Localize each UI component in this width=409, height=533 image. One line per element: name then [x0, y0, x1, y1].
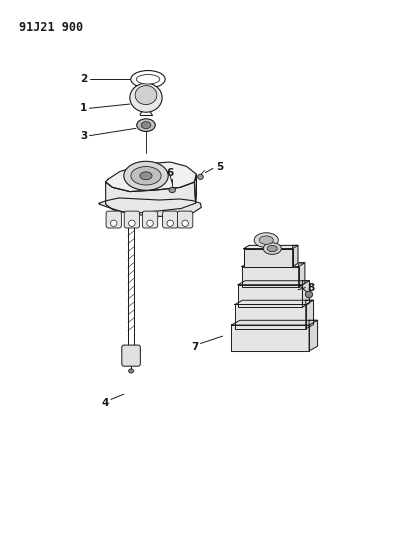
FancyBboxPatch shape [122, 345, 140, 366]
Ellipse shape [140, 172, 152, 180]
Polygon shape [244, 248, 293, 266]
Ellipse shape [263, 243, 281, 254]
Ellipse shape [267, 245, 277, 252]
Ellipse shape [147, 220, 153, 227]
Polygon shape [302, 281, 310, 307]
Text: 91J21 900: 91J21 900 [19, 21, 83, 34]
Ellipse shape [131, 70, 165, 88]
Text: 1: 1 [80, 103, 87, 114]
Polygon shape [309, 320, 317, 351]
FancyBboxPatch shape [178, 211, 193, 228]
Polygon shape [194, 174, 196, 203]
Text: 5: 5 [216, 163, 223, 172]
Ellipse shape [131, 166, 161, 185]
FancyBboxPatch shape [106, 211, 121, 228]
Ellipse shape [182, 220, 189, 227]
Ellipse shape [136, 75, 160, 84]
Ellipse shape [167, 220, 173, 227]
Text: 7: 7 [191, 342, 199, 352]
Polygon shape [293, 245, 298, 266]
Ellipse shape [129, 369, 133, 373]
Text: 3: 3 [80, 131, 87, 141]
Ellipse shape [129, 220, 135, 227]
Ellipse shape [124, 161, 168, 190]
Polygon shape [106, 162, 196, 191]
Polygon shape [244, 245, 298, 248]
Polygon shape [231, 325, 309, 351]
Polygon shape [106, 182, 196, 214]
Ellipse shape [254, 233, 279, 247]
Polygon shape [242, 263, 305, 266]
Polygon shape [238, 281, 310, 285]
Text: 6: 6 [166, 167, 174, 177]
Ellipse shape [137, 119, 155, 132]
Polygon shape [242, 266, 299, 287]
Ellipse shape [135, 86, 157, 104]
Ellipse shape [169, 188, 175, 192]
Ellipse shape [130, 83, 162, 112]
Polygon shape [99, 198, 201, 216]
FancyBboxPatch shape [124, 211, 139, 228]
Ellipse shape [306, 291, 312, 298]
Ellipse shape [259, 236, 273, 244]
Polygon shape [235, 300, 314, 304]
Ellipse shape [141, 122, 151, 128]
Text: 8: 8 [308, 282, 315, 293]
FancyBboxPatch shape [162, 211, 178, 228]
Polygon shape [299, 263, 305, 287]
Polygon shape [306, 300, 314, 329]
Polygon shape [231, 320, 317, 325]
Text: 2: 2 [80, 74, 87, 84]
Polygon shape [235, 304, 306, 329]
Text: 4: 4 [102, 398, 109, 408]
Polygon shape [238, 285, 302, 307]
FancyBboxPatch shape [142, 211, 158, 228]
Ellipse shape [198, 174, 203, 180]
Ellipse shape [110, 220, 117, 227]
